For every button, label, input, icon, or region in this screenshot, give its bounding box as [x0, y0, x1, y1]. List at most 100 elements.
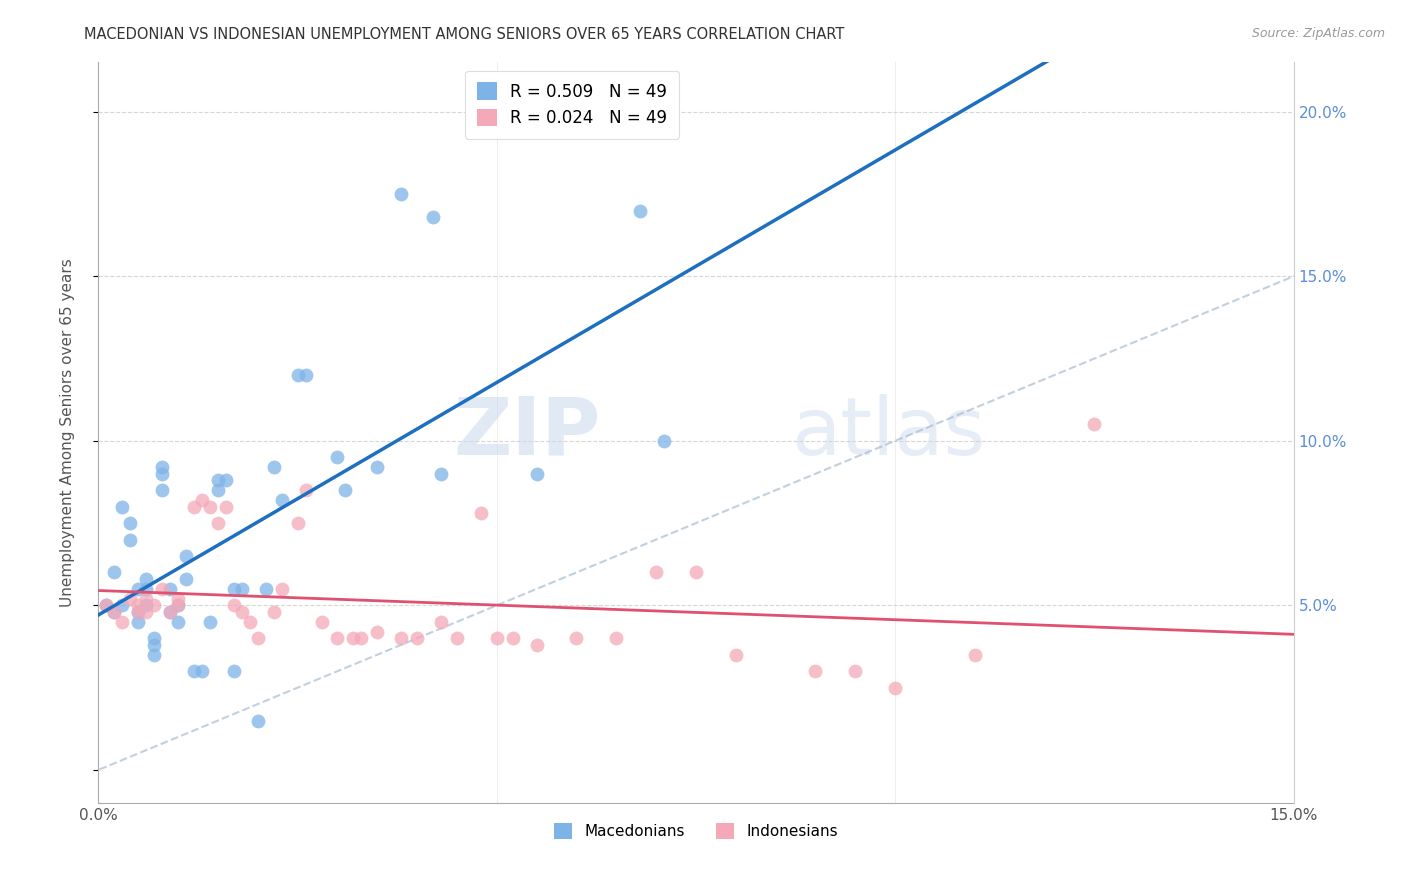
Point	[231, 605, 253, 619]
Point	[804, 664, 827, 678]
Point	[222, 599, 245, 613]
Point	[103, 605, 125, 619]
Point	[263, 460, 285, 475]
Point	[96, 599, 118, 613]
Point	[135, 599, 157, 613]
Text: Source: ZipAtlas.com: Source: ZipAtlas.com	[1251, 27, 1385, 40]
Point	[135, 605, 157, 619]
Point	[526, 467, 548, 481]
Point	[120, 591, 142, 606]
Point	[239, 615, 262, 629]
Point	[422, 210, 444, 224]
Point	[350, 632, 373, 646]
Point	[446, 632, 468, 646]
Point	[103, 605, 125, 619]
Text: ZIP: ZIP	[453, 393, 600, 472]
Point	[222, 582, 245, 596]
Point	[430, 467, 453, 481]
Point	[150, 483, 173, 498]
Point	[174, 572, 197, 586]
Point	[143, 638, 166, 652]
Point	[127, 599, 149, 613]
Point	[174, 549, 197, 563]
Point	[263, 605, 285, 619]
Point	[389, 632, 412, 646]
Point	[143, 599, 166, 613]
Point	[96, 599, 118, 613]
Point	[135, 572, 157, 586]
Point	[470, 506, 492, 520]
Point	[884, 681, 907, 695]
Point	[135, 591, 157, 606]
Point	[963, 648, 986, 662]
Point	[167, 591, 190, 606]
Point	[287, 516, 309, 530]
Point	[127, 582, 149, 596]
Legend: Macedonians, Indonesians: Macedonians, Indonesians	[547, 815, 845, 847]
Point	[1083, 417, 1105, 432]
Point	[366, 624, 388, 639]
Point	[207, 516, 229, 530]
Point	[605, 632, 627, 646]
Point	[191, 493, 214, 508]
Point	[430, 615, 453, 629]
Point	[485, 632, 508, 646]
Point	[287, 368, 309, 382]
Point	[167, 615, 190, 629]
Point	[294, 483, 316, 498]
Point	[159, 605, 181, 619]
Point	[270, 582, 292, 596]
Point	[198, 615, 221, 629]
Point	[628, 203, 651, 218]
Point	[215, 500, 238, 514]
Point	[366, 460, 388, 475]
Point	[127, 605, 149, 619]
Point	[326, 632, 349, 646]
Point	[246, 632, 269, 646]
Point	[111, 615, 134, 629]
Point	[150, 582, 173, 596]
Point	[724, 648, 747, 662]
Point	[167, 599, 190, 613]
Point	[254, 582, 277, 596]
Point	[111, 599, 134, 613]
Text: MACEDONIAN VS INDONESIAN UNEMPLOYMENT AMONG SENIORS OVER 65 YEARS CORRELATION CH: MACEDONIAN VS INDONESIAN UNEMPLOYMENT AM…	[84, 27, 845, 42]
Point	[183, 500, 205, 514]
Point	[389, 187, 412, 202]
Point	[143, 648, 166, 662]
Point	[294, 368, 316, 382]
Point	[342, 632, 364, 646]
Point	[222, 664, 245, 678]
Point	[215, 473, 238, 487]
Text: atlas: atlas	[792, 393, 986, 472]
Point	[207, 473, 229, 487]
Y-axis label: Unemployment Among Seniors over 65 years: Unemployment Among Seniors over 65 years	[60, 259, 75, 607]
Point	[111, 500, 134, 514]
Point	[502, 632, 524, 646]
Point	[207, 483, 229, 498]
Point	[150, 467, 173, 481]
Point	[135, 582, 157, 596]
Point	[326, 450, 349, 465]
Point	[150, 460, 173, 475]
Point	[565, 632, 588, 646]
Point	[311, 615, 333, 629]
Point	[103, 566, 125, 580]
Point	[335, 483, 357, 498]
Point	[120, 516, 142, 530]
Point	[127, 605, 149, 619]
Point	[844, 664, 866, 678]
Point	[231, 582, 253, 596]
Point	[167, 599, 190, 613]
Point	[526, 638, 548, 652]
Point	[645, 566, 668, 580]
Point	[127, 615, 149, 629]
Point	[120, 533, 142, 547]
Point	[270, 493, 292, 508]
Point	[183, 664, 205, 678]
Point	[143, 632, 166, 646]
Point	[198, 500, 221, 514]
Point	[191, 664, 214, 678]
Point	[652, 434, 675, 448]
Point	[246, 714, 269, 728]
